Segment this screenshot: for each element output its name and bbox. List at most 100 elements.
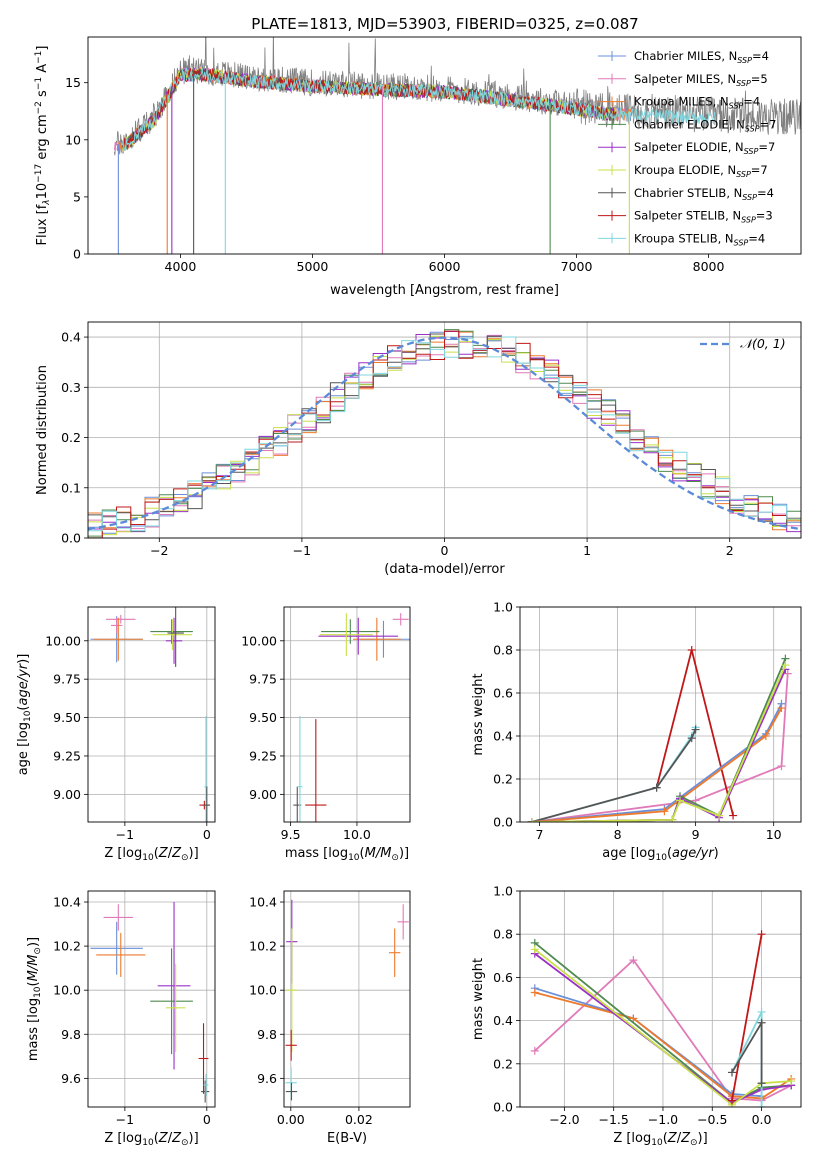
plot-area xyxy=(90,902,210,1103)
y-tick-label: 0.8 xyxy=(493,643,513,658)
plot-area xyxy=(293,613,410,822)
y-axis-label: Flux [fλ10−17 erg cm−2 s−1 A−1] xyxy=(34,46,52,246)
plot-area xyxy=(90,607,211,822)
data-point xyxy=(715,811,724,820)
series-line xyxy=(531,673,789,822)
y-tick-label: 10.4 xyxy=(249,895,277,910)
x-tick-label: 0 xyxy=(203,1112,211,1127)
errorbar-point xyxy=(110,617,123,634)
x-tick-label: −1 xyxy=(293,543,311,558)
errorbar-point xyxy=(285,1082,298,1101)
errorbar-point xyxy=(285,1029,297,1061)
data-point xyxy=(660,807,669,816)
y-tick-label: 0.0 xyxy=(493,1100,513,1115)
x-tick-label: 6000 xyxy=(429,259,461,274)
y-tick-label: 0.8 xyxy=(493,927,513,942)
x-axis-label: mass [log10(M/M⊙)] xyxy=(285,846,409,863)
data-point xyxy=(527,818,536,822)
x-tick-label: 0.02 xyxy=(345,1112,373,1127)
chart-age-vs-Z: −1 0 9.00 9.25 9.50 9.75 10.00 Z [log10(Z/Z⊙)] a… xyxy=(16,606,216,863)
data-point xyxy=(757,1103,766,1107)
y-tick-label: 10 xyxy=(65,132,81,147)
y-tick-label: 9.50 xyxy=(249,710,277,725)
y-tick-label: 0 xyxy=(73,247,81,262)
x-tick-label: 8000 xyxy=(693,259,725,274)
data-point xyxy=(757,1007,766,1016)
chart-age-vs-mass: 9.5 10.0 9.00 9.25 9.50 9.75 10.00 mass [log10(… xyxy=(241,606,411,863)
errorbar-point xyxy=(90,921,143,975)
y-tick-label: 9.00 xyxy=(249,787,277,802)
axes-frame xyxy=(283,606,411,823)
x-tick-label: 7000 xyxy=(561,259,593,274)
plot-area xyxy=(113,37,801,254)
plot-area xyxy=(530,930,796,1107)
axes-frame xyxy=(87,890,216,1108)
legend-entry: Chabrier MILES, NSSP=4 xyxy=(634,49,769,65)
y-tick-label: 9.6 xyxy=(257,1071,277,1086)
y-tick-label: 0.3 xyxy=(61,380,81,395)
data-point xyxy=(727,1096,736,1105)
series-line xyxy=(531,729,697,822)
series-line xyxy=(731,934,763,1101)
y-tick-label: 0.6 xyxy=(493,686,513,701)
data-point xyxy=(727,1068,736,1077)
data-point xyxy=(687,734,696,743)
data-point xyxy=(757,1079,766,1088)
errorbar-point xyxy=(96,932,146,977)
y-axis-label: mass weight xyxy=(471,673,486,755)
x-tick-label: −1.0 xyxy=(648,1112,678,1127)
errorbar-point xyxy=(93,617,143,661)
errorbar-point xyxy=(103,904,134,931)
x-tick-label: 8 xyxy=(614,827,622,842)
chart-residual-distribution: −2 −1 0 1 2 0.0 0.1 0.2 0.3 0.4 𝒩(0, 1) (data-model… xyxy=(35,321,802,577)
errorbar-point xyxy=(201,1080,210,1103)
chart-mass-weight-vs-age: 7 8 9 10 0.0 0.2 0.4 0.6 0.8 1.0 age [log10(age/yr… xyxy=(471,600,802,863)
x-tick-label: −1 xyxy=(116,827,134,842)
series-6 xyxy=(727,930,766,1105)
x-tick-label: −0.5 xyxy=(697,1112,727,1127)
errorbar-point xyxy=(392,613,409,626)
x-tick-label: 0 xyxy=(203,827,211,842)
y-tick-label: 0.0 xyxy=(493,815,513,830)
data-point xyxy=(676,796,685,805)
data-point xyxy=(729,811,738,820)
series-line xyxy=(531,707,783,822)
chart-mass-vs-EBV: 0.00 0.02 9.6 9.8 10.0 10.2 10.4 E(B-V) xyxy=(249,890,411,1146)
errorbar-point xyxy=(389,928,401,977)
chart-mass-vs-Z: −1 0 9.6 9.8 10.0 10.2 10.4 Z [log10(Z/Z⊙)] mass… xyxy=(26,890,216,1148)
y-tick-label: 1.0 xyxy=(493,884,513,899)
legend-entry: 𝒩(0, 1) xyxy=(740,336,786,351)
y-tick-label: 10.00 xyxy=(45,633,81,648)
y-tick-label: 9.75 xyxy=(53,672,81,687)
y-tick-label: 0.1 xyxy=(61,480,81,495)
errorbar-point xyxy=(165,617,183,664)
data-point xyxy=(652,783,661,792)
data-point xyxy=(629,1014,638,1023)
y-tick-label: 15 xyxy=(65,75,81,90)
legend-entry: Salpeter MILES, NSSP=5 xyxy=(634,72,768,88)
legend-entry: Kroupa STELIB, NSSP=4 xyxy=(634,231,765,247)
x-tick-label: 1 xyxy=(583,543,591,558)
y-tick-label: 10.0 xyxy=(249,983,277,998)
errorbar-point xyxy=(305,719,327,822)
normal-reference-curve xyxy=(88,336,801,531)
plot-area xyxy=(285,899,409,1101)
data-point xyxy=(530,1046,539,1055)
data-point xyxy=(530,945,539,954)
y-tick-label: 0.4 xyxy=(61,330,81,345)
plot-area xyxy=(527,646,792,822)
x-axis-label: E(B-V) xyxy=(327,1131,367,1146)
x-tick-label: 0 xyxy=(441,543,449,558)
y-tick-label: 0.0 xyxy=(61,531,81,546)
errorbar-point xyxy=(321,619,380,644)
x-tick-label: 10.0 xyxy=(343,827,371,842)
x-tick-label: −2 xyxy=(150,543,168,558)
errorbar-point xyxy=(157,902,191,1070)
x-tick-label: 10 xyxy=(766,827,782,842)
y-tick-label: 0.2 xyxy=(61,430,81,445)
data-point xyxy=(757,930,766,939)
y-tick-label: 0.6 xyxy=(493,970,513,985)
errorbar-point xyxy=(106,614,136,624)
errorbar-point xyxy=(150,948,193,1055)
